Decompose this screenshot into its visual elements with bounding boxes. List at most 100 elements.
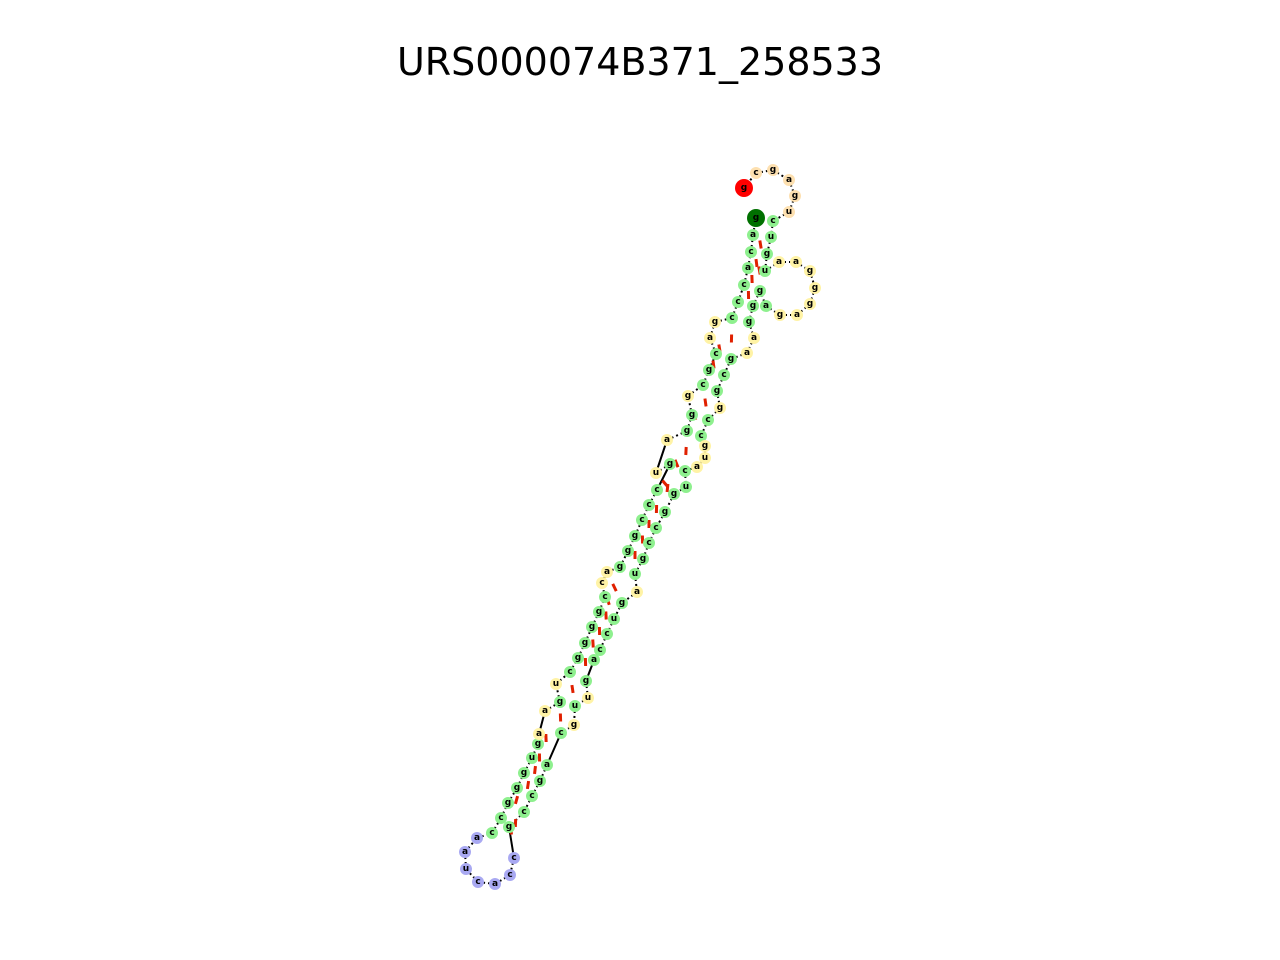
nucleotide: g <box>804 298 816 310</box>
nucleotide-circle <box>783 174 795 186</box>
nucleotide-circle <box>702 414 714 426</box>
nucleotide-circle <box>774 309 786 321</box>
nucleotide-letter: u <box>702 453 708 463</box>
nucleotide-letter: a <box>794 310 800 320</box>
nucleotide: u <box>582 692 594 704</box>
nucleotide-circle <box>726 312 738 324</box>
base-pair-bond <box>703 398 708 407</box>
nucleotide-letter: g <box>521 768 527 778</box>
nucleotide-letter: g <box>753 213 759 223</box>
base-pair-bond <box>533 765 537 775</box>
nucleotide-letter: a <box>694 462 700 472</box>
nucleotide: a <box>539 705 551 717</box>
nucleotide-circle <box>679 465 691 477</box>
nucleotide: c <box>738 279 750 291</box>
base-pair-bond <box>570 684 575 694</box>
nucleotide-circle <box>511 782 523 794</box>
nucleotide-letter: c <box>498 813 503 823</box>
nucleotide: a <box>631 586 643 598</box>
nucleotide-letter: c <box>599 578 604 588</box>
nucleotide-circle <box>550 678 562 690</box>
nucleotide-circle <box>532 738 544 750</box>
nucleotide: g <box>711 385 723 397</box>
nucleotide-circle <box>518 767 530 779</box>
nucleotide-circle <box>608 613 620 625</box>
nucleotide-letter: g <box>702 441 708 451</box>
nucleotide-circle <box>697 379 709 391</box>
nucleotide: u <box>765 231 777 243</box>
nucleotide: c <box>695 430 707 442</box>
nucleotide-letter: g <box>741 183 747 193</box>
nucleotide-circle <box>681 425 693 437</box>
nucleotide-letter: a <box>744 348 750 358</box>
nucleotide-circle <box>747 209 765 227</box>
nucleotide-letter: c <box>748 247 753 257</box>
nucleotide-letter: a <box>786 175 792 185</box>
nucleotide-circle <box>460 863 472 875</box>
nucleotide: g <box>502 797 514 809</box>
nucleotide: c <box>697 379 709 391</box>
diagram-title: URS000074B371_258533 <box>396 40 884 84</box>
nucleotide: g <box>534 775 546 787</box>
nucleotide: a <box>741 347 753 359</box>
nucleotide: c <box>726 312 738 324</box>
nucleotide-letter: g <box>728 354 734 364</box>
nucleotide: c <box>594 644 606 656</box>
nucleotide-letter: c <box>602 592 607 602</box>
nucleotide-letter: c <box>705 415 710 425</box>
nucleotide: u <box>629 568 641 580</box>
nucleotide-letter: a <box>750 230 756 240</box>
nucleotide-letter: c <box>475 877 480 887</box>
nucleotide-letter: c <box>489 828 494 838</box>
nucleotide: a <box>661 434 673 446</box>
nucleotide: g <box>789 190 801 202</box>
nucleotide-letter: g <box>662 507 668 517</box>
nucleotide-circle <box>686 409 698 421</box>
nucleotide-letter: c <box>713 349 718 359</box>
base-pair-bond <box>513 795 520 805</box>
nucleotide: a <box>704 332 716 344</box>
nucleotide-letter: g <box>667 459 673 469</box>
nucleotide: g <box>703 364 715 376</box>
nucleotide-letter: c <box>558 728 563 738</box>
nucleotide-circle <box>572 652 584 664</box>
nucleotide-letter: c <box>721 370 726 380</box>
nucleotide: g <box>580 675 592 687</box>
nucleotide: g <box>664 458 676 470</box>
nucleotide: g <box>767 164 779 176</box>
nucleotide: g <box>682 390 694 402</box>
base-pair-bond <box>673 459 680 468</box>
nucleotide-letter: g <box>685 391 691 401</box>
nucleotide-letter: u <box>786 207 792 217</box>
nucleotide-letter: g <box>757 286 763 296</box>
nucleotide-circle <box>599 591 611 603</box>
nucleotide-circle <box>714 402 726 414</box>
nucleotide: g <box>586 621 598 633</box>
nucleotide-circle <box>555 727 567 739</box>
nucleotide-circle <box>568 719 580 731</box>
nucleotide-letter: g <box>712 317 718 327</box>
nucleotide: a <box>791 309 803 321</box>
base-pair-bond <box>665 483 670 493</box>
nucleotide: a <box>691 461 703 473</box>
nucleotide-letter: g <box>589 622 595 632</box>
nucleotide-circle <box>650 467 662 479</box>
nucleotide-circle <box>569 700 581 712</box>
nucleotide-letter: a <box>707 333 713 343</box>
nucleotide-letter: u <box>585 693 591 703</box>
nucleotide-letter: g <box>535 739 541 749</box>
nucleotide-letter: a <box>793 257 799 267</box>
nucleotide: c <box>732 296 744 308</box>
backbone-lines <box>464 169 816 885</box>
nucleotide-circle <box>472 876 484 888</box>
nucleotide-circle <box>790 256 802 268</box>
nucleotide: c <box>486 827 498 839</box>
nucleotide-circle <box>699 452 711 464</box>
nucleotide-letter: a <box>542 706 548 716</box>
nucleotide-circle <box>710 348 722 360</box>
nucleotide-circle <box>789 190 801 202</box>
nucleotide-letter: a <box>751 333 757 343</box>
nucleotide-circle <box>745 246 757 258</box>
nucleotide: c <box>745 246 757 258</box>
nucleotide: g <box>637 553 649 565</box>
